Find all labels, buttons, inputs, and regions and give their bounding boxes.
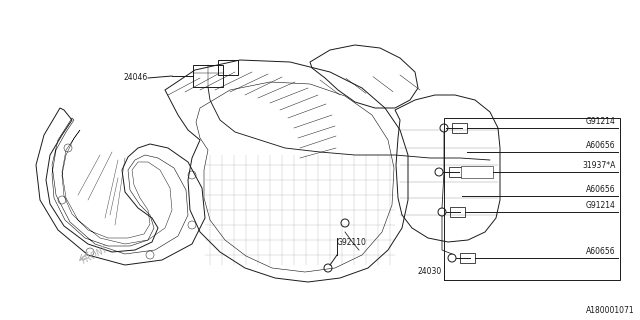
Text: A60656: A60656	[586, 247, 616, 256]
Text: 24030: 24030	[418, 268, 442, 276]
Text: A60656: A60656	[586, 185, 616, 194]
Text: 24046: 24046	[124, 74, 148, 83]
Text: FRONT: FRONT	[80, 244, 110, 266]
Bar	[450, 207, 465, 217]
Bar	[444, 118, 620, 280]
Text: G91214: G91214	[586, 201, 616, 210]
Text: G92110: G92110	[337, 238, 367, 247]
Bar	[449, 167, 464, 177]
Text: G91214: G91214	[586, 117, 616, 126]
Bar	[452, 123, 467, 133]
FancyBboxPatch shape	[461, 166, 493, 178]
Text: A180001071: A180001071	[586, 306, 635, 315]
Bar	[460, 253, 475, 263]
Text: A60656: A60656	[586, 141, 616, 150]
Bar	[218, 60, 238, 75]
Text: 31937*A: 31937*A	[582, 161, 616, 170]
Bar	[193, 65, 223, 87]
